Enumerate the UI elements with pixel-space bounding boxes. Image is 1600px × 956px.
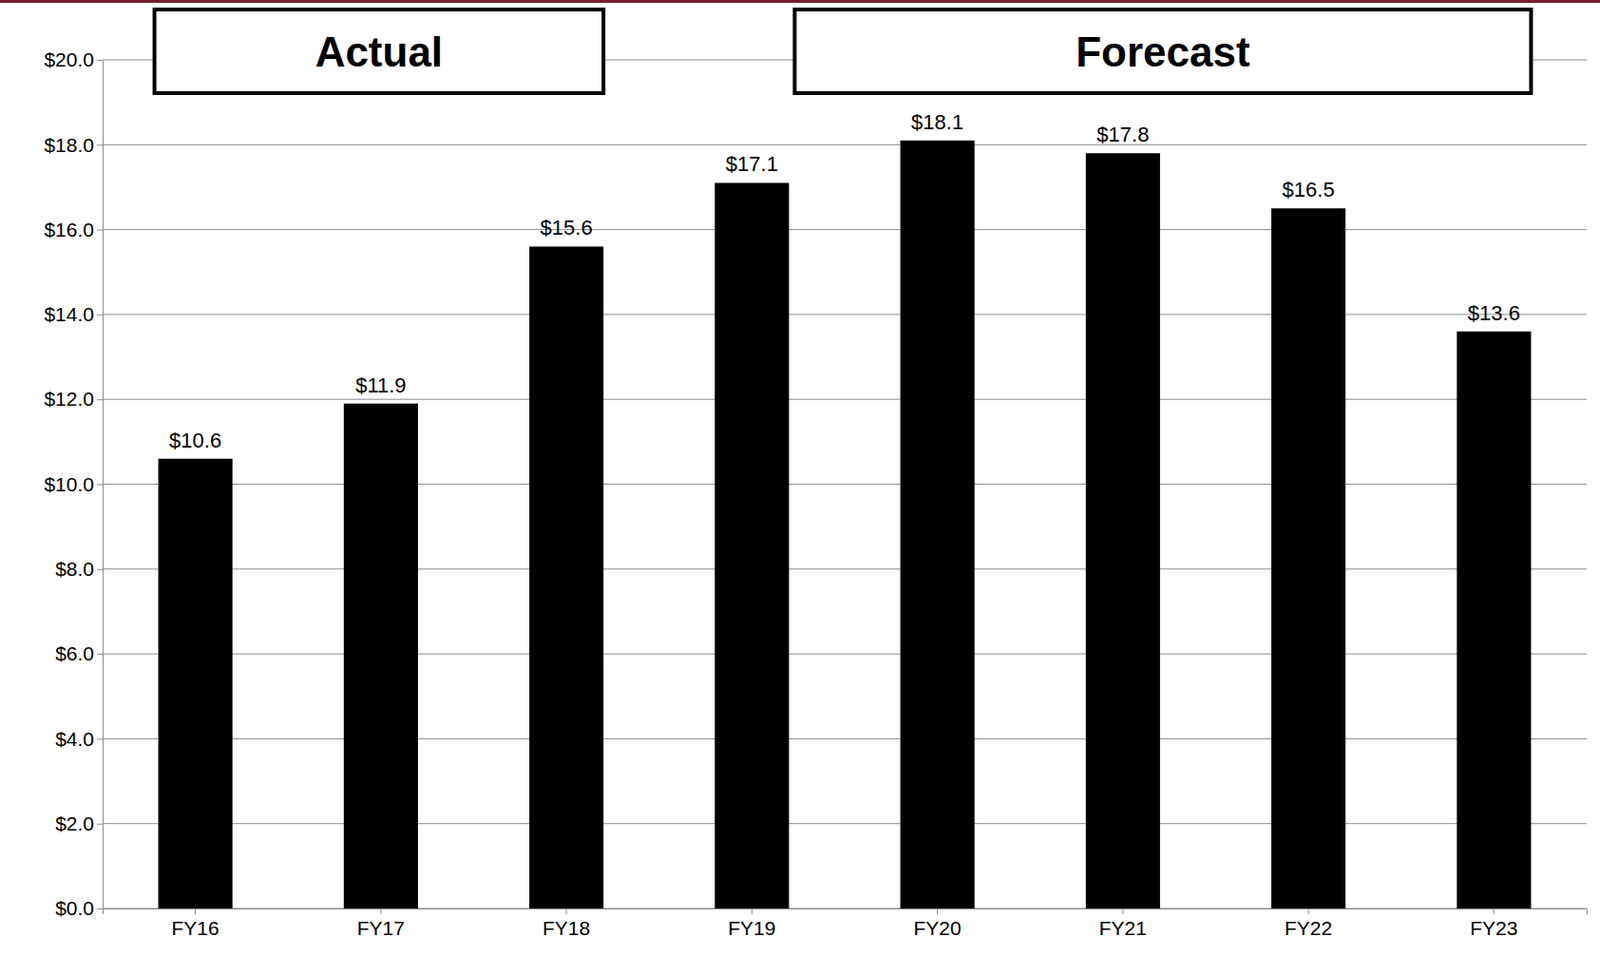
- x-tick: FY18: [542, 908, 591, 939]
- bar: [343, 403, 419, 909]
- y-tick: $2.0: [55, 812, 103, 835]
- y-tick-label: $6.0: [55, 642, 95, 665]
- data-label: $15.6: [540, 215, 593, 240]
- x-tick-label: FY23: [1469, 916, 1518, 939]
- y-tick-mark: [96, 823, 103, 825]
- x-tick-mark: [1122, 908, 1124, 915]
- bar: [1085, 152, 1161, 909]
- y-tick-mark: [96, 484, 103, 486]
- x-tick-mark: [194, 908, 196, 915]
- data-label: $13.6: [1467, 301, 1521, 325]
- x-axis-line: [103, 909, 1588, 915]
- plot: $0.0 $2.0 $4.0 $6.0 $8.0 $10.0 $12.0 $14.0 $16.0…: [43, 48, 1587, 939]
- y-tick-mark: [96, 229, 103, 231]
- bar: [714, 182, 789, 909]
- annotation-box: [794, 9, 1531, 94]
- data-labels: $10.6 $11.9 $15.6 $17.1 $18.1 $17.8 $16.5 $13.6: [169, 110, 1521, 453]
- x-tick: FY21: [1099, 908, 1147, 939]
- grid-line: [102, 399, 1587, 400]
- data-label: $17.1: [725, 152, 779, 176]
- x-tick-label: FY20: [914, 916, 962, 939]
- x-tick-label: FY19: [727, 916, 776, 939]
- y-tick-label: $10.0: [43, 473, 95, 496]
- bar: [1271, 208, 1346, 909]
- y-tick: $20.0: [43, 48, 103, 71]
- x-tick: FY20: [914, 908, 962, 939]
- annotations: Actual Forecast: [154, 9, 1532, 94]
- y-tick-label: $14.0: [43, 303, 95, 325]
- y-tick: $4.0: [55, 727, 103, 750]
- annotation-box: [154, 9, 605, 94]
- x-tick-label: FY16: [171, 916, 220, 939]
- x-tick: FY19: [727, 908, 776, 939]
- y-axis: $0.0 $2.0 $4.0 $6.0 $8.0 $10.0 $12.0 $14.0 $16.0…: [43, 48, 103, 919]
- x-tick-label: FY21: [1099, 916, 1147, 939]
- bar: [158, 458, 233, 909]
- y-tick: $0.0: [55, 896, 103, 919]
- grid-line: [102, 228, 1587, 230]
- annotation: Actual: [315, 28, 443, 76]
- y-axis-line: [96, 60, 104, 910]
- y-tick-label: $2.0: [55, 812, 95, 835]
- y-tick: $16.0: [43, 218, 103, 241]
- chart: $0.0 $2.0 $4.0 $6.0 $8.0 $10.0 $12.0 $14.0 $16.0…: [0, 0, 1600, 956]
- y-tick: $8.0: [55, 557, 103, 580]
- data-label: $17.8: [1096, 122, 1149, 147]
- y-tick-mark: [96, 399, 103, 400]
- x-tick-mark: [1493, 908, 1495, 915]
- x-tick-mark: [751, 908, 753, 915]
- top-rule: [0, 0, 1600, 3]
- x-tick: FY22: [1284, 908, 1333, 939]
- y-tick-label: $12.0: [43, 387, 95, 410]
- y-tick: $6.0: [55, 642, 103, 665]
- y-tick-label: $18.0: [43, 133, 95, 156]
- y-tick-label: $0.0: [55, 896, 95, 919]
- x-tick-label: FY22: [1284, 916, 1333, 939]
- grid-line: [102, 568, 1587, 570]
- bar: [529, 246, 604, 909]
- y-tick-mark: [96, 569, 103, 571]
- bars: [158, 140, 1532, 909]
- data-label: $10.6: [169, 428, 222, 453]
- y-tick: $10.0: [43, 473, 103, 496]
- y-tick-label: $20.0: [43, 48, 95, 71]
- grid-line: [102, 144, 1587, 146]
- grid-line: [102, 822, 1587, 824]
- data-label: $18.1: [911, 110, 964, 134]
- y-tick-mark: [96, 653, 103, 655]
- x-axis: FY16 FY17 FY18 FY19 FY20 FY21 FY22 FY23: [103, 908, 1588, 939]
- x-tick-label: FY17: [357, 916, 405, 939]
- y-tick-mark: [96, 59, 103, 61]
- x-tick-mark: [1308, 908, 1310, 915]
- data-label: $11.9: [355, 373, 406, 398]
- annotation: Forecast: [1075, 28, 1251, 76]
- y-tick: $18.0: [43, 133, 103, 156]
- x-tick-label: FY18: [542, 916, 591, 939]
- y-tick-mark: [96, 314, 103, 316]
- y-tick: $14.0: [43, 303, 103, 325]
- data-label: $16.5: [1282, 177, 1335, 202]
- bar: [900, 140, 975, 909]
- x-tick-mark: [936, 908, 938, 915]
- grid-line: [102, 653, 1587, 655]
- grid-line: [102, 313, 1587, 315]
- x-tick-mark: [380, 908, 381, 915]
- x-tick: FY17: [357, 908, 405, 939]
- y-tick-label: $16.0: [43, 218, 95, 241]
- bar: [1456, 331, 1531, 909]
- y-tick-label: $8.0: [55, 557, 95, 580]
- grid: [102, 59, 1587, 909]
- x-tick: FY16: [171, 908, 220, 939]
- x-tick: FY23: [1469, 908, 1518, 939]
- y-tick-mark: [96, 144, 103, 146]
- grid-line: [102, 483, 1587, 485]
- y-tick-label: $4.0: [55, 727, 95, 750]
- y-tick-mark: [96, 908, 103, 910]
- grid-line: [102, 738, 1587, 740]
- y-tick-mark: [96, 738, 103, 740]
- y-tick: $12.0: [43, 387, 103, 410]
- x-tick-mark: [566, 908, 568, 915]
